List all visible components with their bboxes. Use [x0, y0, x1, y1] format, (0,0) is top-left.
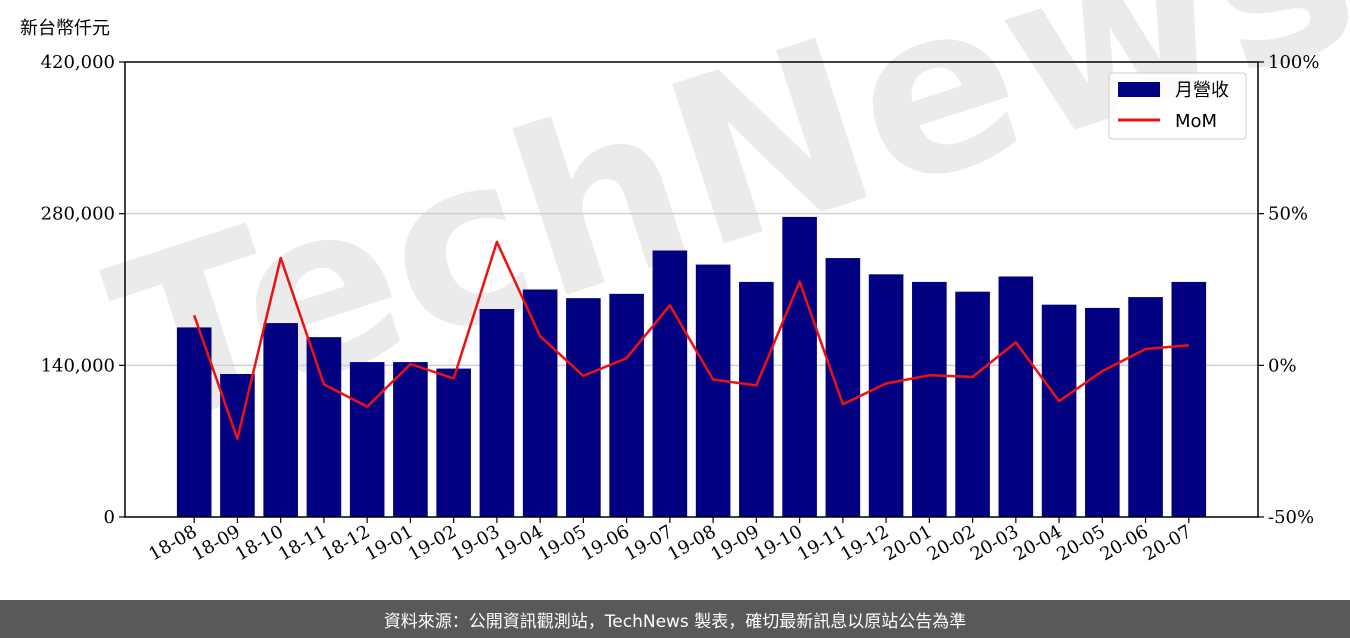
y-right-tick-label: 100% — [1268, 52, 1319, 73]
revenue-bar — [566, 298, 601, 517]
revenue-bar — [912, 281, 947, 517]
revenue-bar — [393, 362, 428, 517]
y-axis-unit-label: 新台幣仟元 — [20, 18, 110, 39]
x-tick-label: 19-01 — [361, 521, 416, 565]
revenue-bar — [220, 374, 255, 517]
x-tick-label: 19-06 — [578, 521, 633, 565]
x-tick-label: 19-04 — [491, 521, 546, 565]
revenue-bar — [782, 216, 817, 517]
y-right-tick-label: 50% — [1268, 204, 1308, 225]
plot-frame — [124, 61, 1259, 518]
x-tick-label: 19-12 — [837, 521, 892, 565]
x-tick-label: 19-02 — [405, 521, 460, 565]
x-tick-label: 19-05 — [534, 521, 589, 565]
x-tick-label: 20-06 — [1097, 521, 1152, 565]
x-tick-label: 19-08 — [664, 521, 719, 565]
revenue-bar — [176, 327, 212, 517]
x-tick-label: 20-05 — [1053, 521, 1108, 565]
source-footer: 資料來源：公開資訊觀測站，TechNews 製表，確切最新訊息以原站公告為準 — [0, 600, 1350, 638]
x-tick-label: 18-12 — [318, 521, 373, 565]
y-right-tick-label: -50% — [1268, 507, 1314, 528]
footer-text: 資料來源：公開資訊觀測站，TechNews 製表，確切最新訊息以原站公告為準 — [383, 611, 967, 632]
revenue-bar — [479, 309, 515, 517]
revenue-bar — [609, 293, 644, 517]
y-left-tick-label: 0 — [104, 507, 115, 528]
y-left-tick-label: 280,000 — [41, 204, 115, 225]
x-tick-label: 20-02 — [924, 521, 979, 565]
revenue-bar — [263, 323, 298, 517]
x-tick-label: 20-04 — [1010, 521, 1065, 565]
y-left-tick-label: 420,000 — [41, 52, 115, 73]
x-tick-label: 18-11 — [275, 521, 330, 565]
revenue-bar — [436, 368, 471, 517]
revenue-bar — [1171, 281, 1207, 517]
revenue-chart: TechNews 0140,000280,000420,000-50%0%50%… — [20, 0, 1350, 565]
revenue-bar — [522, 289, 558, 517]
revenue-bar — [868, 274, 904, 517]
x-tick-label: 19-11 — [794, 521, 849, 565]
revenue-bar — [955, 291, 990, 517]
legend: 月營收 MoM — [1108, 72, 1247, 140]
y-left-tick-label: 140,000 — [41, 355, 115, 376]
legend-swatch-revenue — [1118, 82, 1160, 97]
x-tick-label: 20-03 — [967, 521, 1022, 565]
revenue-bar — [825, 258, 861, 517]
legend-label-mom: MoM — [1175, 111, 1217, 132]
mom-line — [193, 240, 1189, 440]
revenue-bar — [998, 276, 1034, 517]
revenue-bar — [1041, 304, 1077, 517]
x-tick-label: 19-09 — [707, 521, 762, 565]
y-right-tick-label: 0% — [1268, 355, 1297, 376]
revenue-bar — [1128, 297, 1163, 517]
x-tick-label: 19-07 — [621, 521, 676, 565]
x-tick-label: 18-08 — [145, 521, 200, 565]
x-tick-label: 19-03 — [448, 521, 503, 565]
revenue-bar — [652, 250, 688, 517]
x-tick-label: 20-01 — [880, 521, 935, 565]
legend-label-revenue: 月營收 — [1175, 80, 1229, 101]
x-tick-label: 18-10 — [232, 521, 287, 565]
revenue-bar — [349, 362, 385, 517]
x-tick-label: 18-09 — [188, 521, 243, 565]
revenue-bar — [695, 264, 731, 517]
x-tick-label: 19-10 — [751, 521, 806, 565]
x-tick-label: 20-07 — [1140, 521, 1195, 565]
revenue-bar — [1085, 307, 1120, 517]
revenue-bar — [306, 337, 342, 517]
mom-line-path — [193, 240, 1189, 440]
revenue-bar — [739, 281, 774, 517]
revenue-bars — [176, 216, 1207, 517]
